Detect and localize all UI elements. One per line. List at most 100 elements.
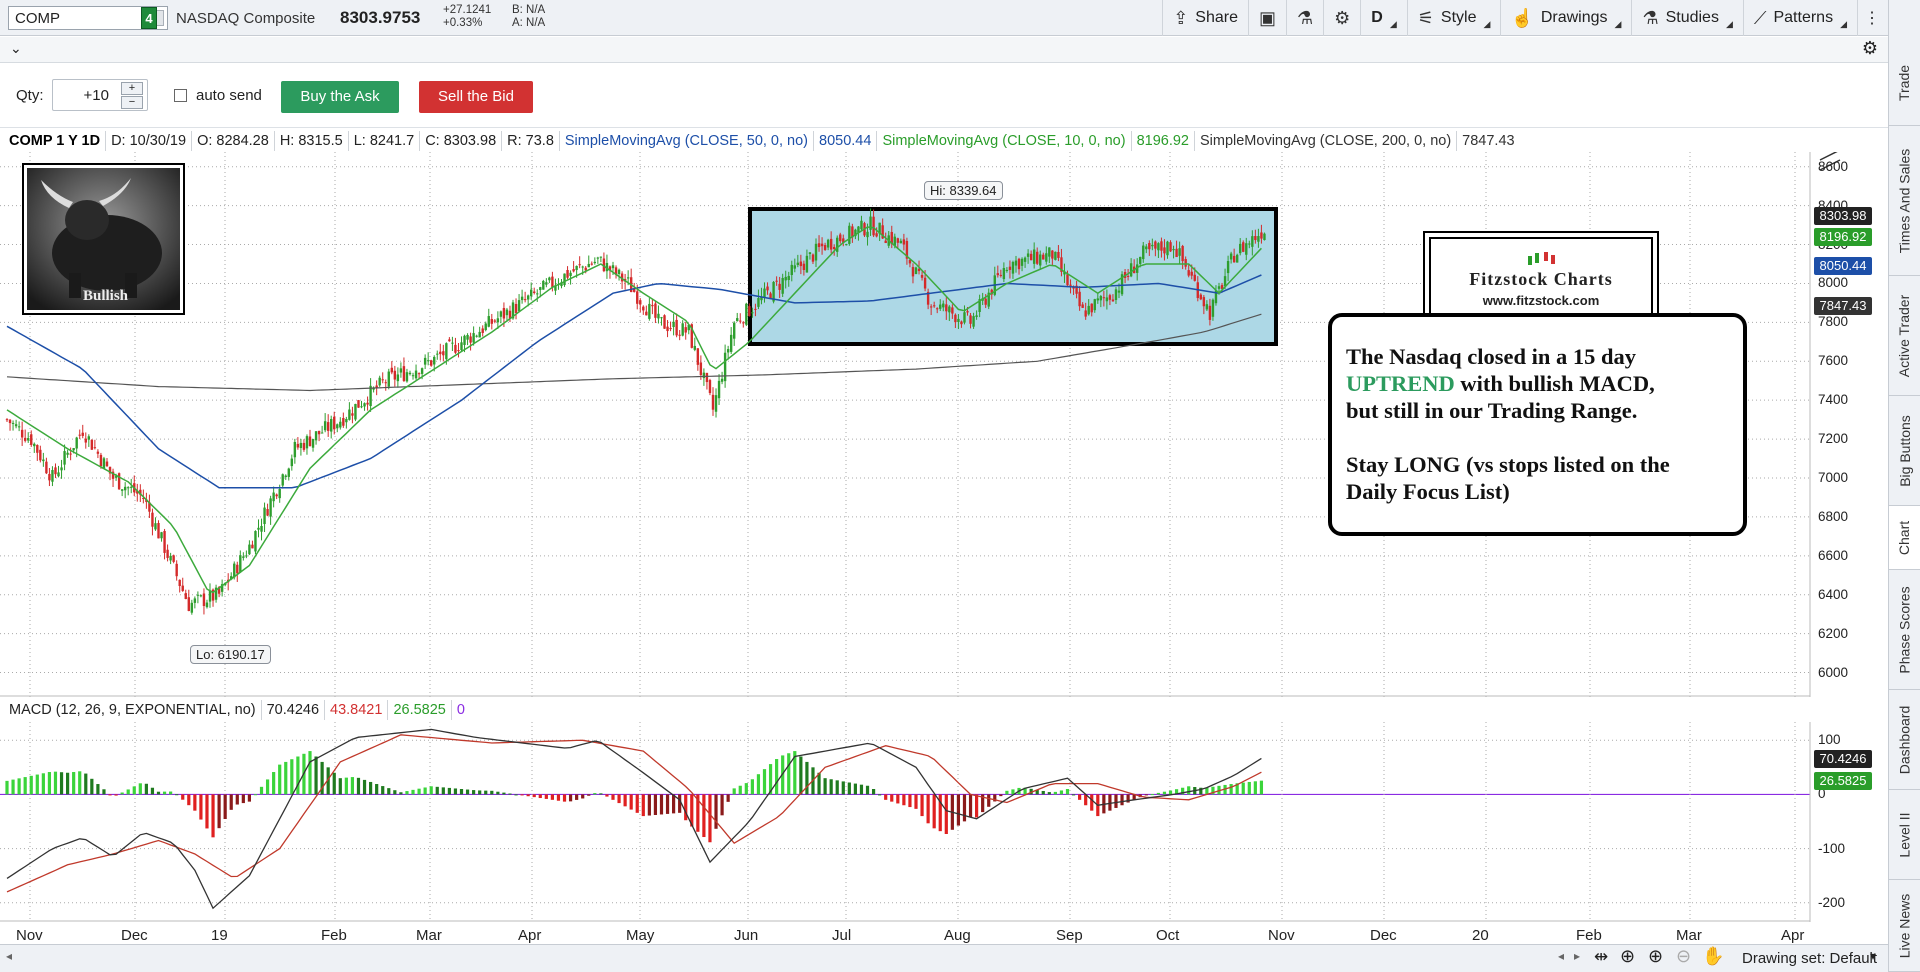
candle-body [787,275,790,281]
histogram-bar [617,794,621,804]
more-button[interactable]: ⋮ [1857,0,1886,36]
expand-icon[interactable]: ⇹ [1594,947,1609,966]
settings-button[interactable]: ⚙ [1323,0,1360,36]
histogram-bar [35,774,39,795]
candle-body [1193,274,1196,281]
candle-body [90,439,94,450]
candle-body [639,300,642,305]
zoom-in-icon[interactable]: ⊕ [1648,946,1664,966]
histogram-bar [1181,787,1185,795]
histogram-bar [1162,791,1167,795]
collapse-chevron-icon[interactable]: ⌄ [10,40,22,56]
auto-send-checkbox[interactable] [174,89,187,102]
aggregation-button[interactable]: D ◢ [1360,0,1406,36]
candle-body [596,257,600,259]
sell-bid-button[interactable]: Sell the Bid [419,81,533,113]
bull-picture [27,168,180,310]
drawing-set-chevron-icon[interactable]: ▾ [1870,949,1877,963]
candle-body [330,419,333,432]
candle-body [842,238,845,243]
macd-label[interactable]: MACD (12, 26, 9, EXPONENTIAL, no) [4,700,262,720]
tab-big-buttons[interactable]: Big Buttons [1889,396,1920,506]
tab-active-trader[interactable]: Active Trader [1889,276,1920,396]
commentary-line2-rest: with bullish MACD, [1454,371,1655,396]
candle-body [1105,297,1109,302]
lab-button[interactable]: ⚗ [1286,0,1323,36]
candle-body [96,451,100,454]
increment-icon[interactable]: + [121,82,143,95]
histogram-bar [787,753,791,795]
candle-body [1002,268,1006,280]
studies-button[interactable]: ⚗ Studies ◢ [1631,0,1742,36]
tab-live-news[interactable]: Live News [1889,880,1920,972]
histogram-bar [156,791,161,795]
candle-body [854,229,857,237]
buy-ask-button[interactable]: Buy the Ask [281,81,399,113]
tab-dashboard[interactable]: Dashboard [1889,690,1920,790]
candle-body [1054,251,1057,260]
zoom-out-icon[interactable]: ⊖ [1676,946,1692,966]
drawing-set-label[interactable]: Drawing set: Default [1742,950,1878,967]
macd-value: 70.4246 [262,700,326,720]
candle-body [1211,299,1215,317]
histogram-bar [1205,787,1209,795]
candle-body [1011,261,1015,274]
qty-stepper[interactable]: +10 + − [52,79,148,111]
histogram-bar [829,779,833,795]
candle-body [678,334,681,336]
scroll-right-small-icon[interactable]: ▸ [1574,949,1581,963]
tab-level-ii[interactable]: Level II [1889,790,1920,880]
tab-phase-scores[interactable]: Phase Scores [1889,570,1920,690]
histogram-bar [550,794,554,800]
gear-icon[interactable]: ⚙ [1861,38,1878,58]
bar-date: D: 10/30/19 [106,131,193,151]
order-bar: Qty: +10 + − auto send Buy the Ask Sell … [0,64,1888,128]
macd-avg: 43.8421 [325,700,389,720]
histogram-bar [47,772,52,795]
candle-body [1129,263,1133,277]
histogram-bar [150,787,155,795]
link-number-badge[interactable]: 4 [141,7,157,29]
time-tick-label: Feb [1576,927,1602,944]
share-button[interactable]: ⇪ Share [1162,0,1248,36]
scroll-left-small-icon[interactable]: ◂ [1558,949,1565,963]
histogram-bar [84,773,88,795]
crosshair-icon[interactable]: ⊕ [1620,946,1636,966]
pan-hand-icon[interactable]: ✋ [1702,946,1725,966]
candle-body [554,285,557,291]
macd-chart[interactable] [0,722,1888,922]
candle-body [984,298,987,305]
histogram-bar [920,794,924,817]
tab-times-and-sales[interactable]: Times And Sales [1889,126,1920,276]
scroll-left-icon[interactable]: ◂ [6,949,13,963]
candle-body [193,598,197,603]
candle-body [308,436,312,447]
tab-chart[interactable]: Chart [1889,506,1920,570]
patterns-button[interactable]: ⟋ Patterns ◢ [1742,0,1857,36]
decrement-icon[interactable]: − [121,96,143,109]
candle-body [1108,295,1112,300]
candle-body [314,431,318,441]
sma10-label[interactable]: SimpleMovingAvg (CLOSE, 10, 0, no) [877,131,1132,151]
style-button[interactable]: ⚟ Style ◢ [1406,0,1501,36]
sma50-label[interactable]: SimpleMovingAvg (CLOSE, 50, 0, no) [560,131,815,151]
tab-trade[interactable]: Trade [1889,40,1920,126]
drawings-button[interactable]: ☝ Drawings ◢ [1500,0,1631,36]
candle-body [184,593,187,599]
sma200-line [6,313,1262,392]
candle-body [239,555,242,573]
candle-body [411,375,415,377]
histogram-bar [114,794,118,796]
candle-body [969,315,972,324]
candle-body [499,311,503,317]
candle-body [405,372,409,382]
histogram-bar [411,789,415,795]
alert-button[interactable]: ▣ [1247,0,1286,36]
candle-body [154,523,157,530]
histogram-bar [399,792,403,795]
sma200-label[interactable]: SimpleMovingAvg (CLOSE, 200, 0, no) [1195,131,1458,151]
candle-body [1026,253,1030,257]
histogram-bar [635,794,639,813]
axis-scale-icon[interactable] [1819,152,1841,171]
candle-body [1014,260,1018,266]
